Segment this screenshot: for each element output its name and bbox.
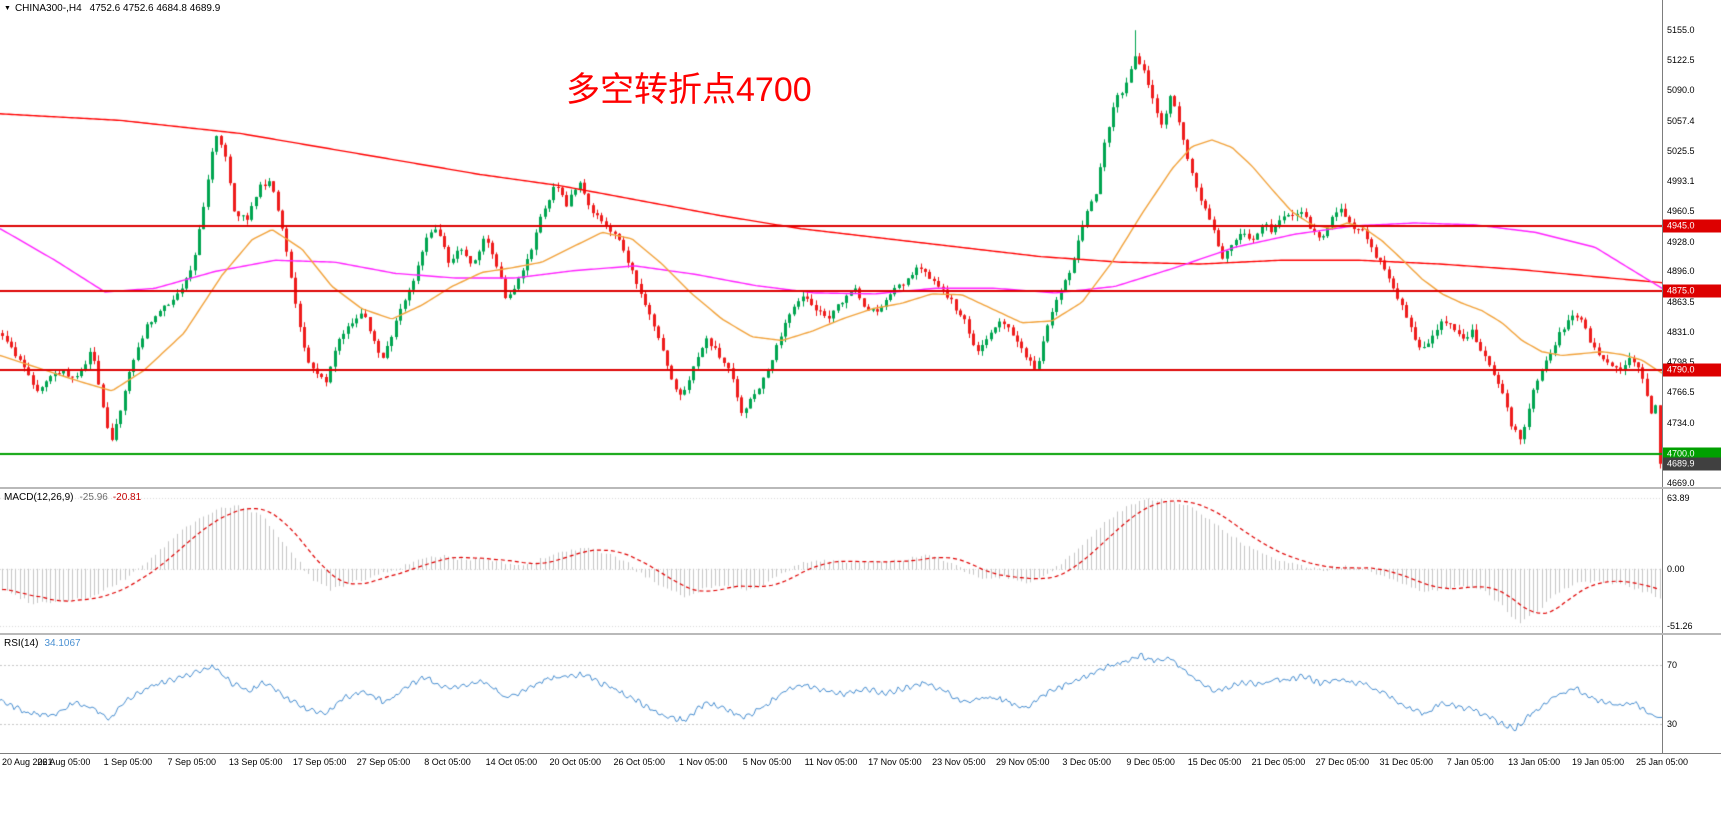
main-chart-panel: 5155.0 5122.5 5090.0 5057.4 5025.5 4993.1 4960… [0, 0, 1721, 489]
date-label: 27 Dec 05:00 [1315, 757, 1370, 767]
symbol-period-label: CHINA300-,H4 [14, 3, 82, 14]
date-label: 14 Oct 05:00 [485, 757, 538, 767]
date-label: 25 Jan 05:00 [1635, 757, 1689, 767]
macd-panel: 63.89 0.00 -51.26 MACD(12,26,9) -25.96 -20.8… [0, 489, 1721, 633]
macd-value-signal: -20.81 [112, 492, 142, 503]
price-tick-label: 5025.5 [1667, 145, 1695, 156]
date-label: 7 Jan 05:00 [1446, 757, 1494, 767]
macd-label: MACD(12,26,9) [4, 492, 74, 503]
rsi-chart-canvas[interactable] [0, 635, 1662, 753]
date-label: 26 Oct 05:00 [613, 757, 665, 767]
date-label: 17 Sep 05:00 [292, 757, 347, 767]
symbol-header: ▼ CHINA300-,H4 4752.6 4752.6 4684.8 4689.9 [4, 3, 220, 14]
date-label: 7 Sep 05:00 [167, 757, 217, 767]
hline-price-badge: 4790.0 [1663, 363, 1721, 377]
price-tick-label: 4766.5 [1667, 387, 1695, 398]
date-label: 3 Dec 05:00 [1062, 757, 1111, 767]
date-label: 15 Dec 05:00 [1187, 757, 1242, 767]
date-label: 23 Nov 05:00 [932, 757, 986, 767]
date-label: 11 Nov 05:00 [804, 757, 858, 767]
price-tick-label: 4734.0 [1667, 417, 1695, 428]
annotation-text[interactable]: 多空转折点4700 [566, 71, 812, 109]
main-chart-canvas[interactable] [0, 0, 1662, 487]
macd-tick-label: 0.00 [1667, 563, 1685, 574]
panel-divider[interactable] [0, 633, 1721, 635]
price-tick-label: 4863.5 [1667, 296, 1695, 307]
date-label: 8 Oct 05:00 [424, 757, 471, 767]
date-label: 13 Sep 05:00 [228, 757, 283, 767]
date-label: 27 Sep 05:00 [356, 757, 411, 767]
price-tick-label: 5057.4 [1667, 115, 1695, 126]
date-label: 31 Dec 05:00 [1379, 757, 1434, 767]
rsi-panel: 70 30 RSI(14) 34.1067 [0, 635, 1721, 753]
current-price-badge: 4689.9 [1663, 457, 1721, 471]
date-label: 1 Nov 05:00 [678, 757, 728, 767]
date-label: 9 Dec 05:00 [1126, 757, 1175, 767]
macd-tick-label: 63.89 [1667, 492, 1690, 503]
rsi-header: RSI(14) 34.1067 [4, 638, 81, 649]
date-label: 17 Nov 05:00 [868, 757, 922, 767]
price-tick-label: 5155.0 [1667, 24, 1695, 35]
price-tick-label: 4831.0 [1667, 327, 1695, 338]
date-label: 21 Dec 05:00 [1251, 757, 1306, 767]
price-tick-label: 4798.5 [1667, 357, 1695, 368]
rsi-axis[interactable]: 70 30 [1662, 635, 1721, 753]
collapse-arrow-icon[interactable]: ▼ [4, 5, 11, 12]
date-label: 13 Jan 05:00 [1508, 757, 1561, 767]
price-tick-label: 4928.0 [1667, 236, 1695, 247]
rsi-tick-label: 30 [1667, 718, 1678, 729]
price-tick-label: 4896.0 [1667, 266, 1695, 277]
macd-header: MACD(12,26,9) -25.96 -20.81 [4, 492, 141, 503]
price-tick-label: 4993.1 [1667, 175, 1695, 186]
date-label: 29 Nov 05:00 [995, 757, 1050, 767]
macd-axis[interactable]: 63.89 0.00 -51.26 [1662, 489, 1721, 633]
date-label: 19 Jan 05:00 [1572, 757, 1625, 767]
hline-price-badge: 4945.0 [1663, 219, 1721, 233]
hline-price-badge: 4875.0 [1663, 284, 1721, 298]
date-label: 20 Aug 2021 [2, 757, 53, 767]
price-tick-label: 5122.5 [1667, 55, 1695, 66]
rsi-tick-label: 70 [1667, 659, 1678, 670]
panel-divider[interactable] [0, 487, 1721, 489]
macd-chart-canvas[interactable] [0, 489, 1662, 633]
time-axis[interactable]: 20 Aug 2021 26 Aug 05:00 1 Sep 05:00 7 Sep … [0, 753, 1721, 771]
date-label: 26 Aug 05:00 [37, 757, 91, 767]
price-tick-label: 4960.5 [1667, 206, 1695, 217]
macd-value-main: -25.96 [79, 492, 108, 503]
price-tick-label: 4669.0 [1667, 478, 1695, 489]
price-tick-label: 5090.0 [1667, 85, 1695, 96]
ohlc-values: 4752.6 4752.6 4684.8 4689.9 [89, 3, 221, 14]
date-label: 5 Nov 05:00 [742, 757, 792, 767]
date-label: 1 Sep 05:00 [103, 757, 153, 767]
date-label: 20 Oct 05:00 [549, 757, 602, 767]
bottom-empty-area [0, 771, 1721, 838]
price-axis[interactable]: 5155.0 5122.5 5090.0 5057.4 5025.5 4993.1 4960… [1662, 0, 1721, 489]
macd-tick-label: -51.26 [1667, 620, 1693, 631]
rsi-label: RSI(14) [4, 638, 39, 649]
rsi-value: 34.1067 [44, 638, 81, 649]
